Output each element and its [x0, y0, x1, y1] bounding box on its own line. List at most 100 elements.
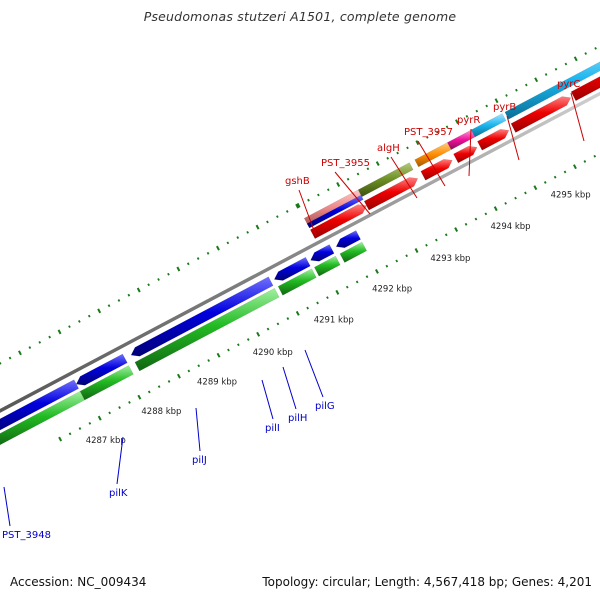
reverse-gene-label: pilH — [288, 413, 307, 424]
inner-scale-tick — [187, 369, 191, 373]
inner-scale-tick — [88, 421, 92, 425]
inner-scale-tick — [286, 317, 290, 321]
inner-scale-tick — [365, 275, 369, 279]
outer-scale-tick — [157, 278, 160, 281]
outer-scale-tick — [136, 287, 141, 293]
outer-scale-tick — [28, 346, 32, 350]
outer-scale-tick — [226, 241, 230, 245]
outer-scale-tick — [48, 335, 51, 339]
forward-cds-arrow — [363, 177, 419, 211]
inner-scale-tick — [108, 411, 111, 415]
forward-cds-arrow — [309, 204, 367, 239]
inner-scale-tick — [563, 170, 567, 174]
inner-scale-tick — [573, 164, 577, 170]
outer-scale-tick — [327, 188, 330, 192]
inner-scale-tick — [553, 175, 557, 179]
label-layer: 4287 kbp 4288 kbp 4289 kbp 4290 kbp 4291 kbp… — [2, 79, 591, 541]
inner-scale-tick — [256, 331, 261, 337]
forward-cds-arrow — [570, 76, 600, 102]
outer-scale-tick — [465, 114, 469, 118]
outer-scale-tick — [176, 266, 181, 272]
forward-gene-label: PST_3955 — [321, 158, 370, 169]
inner-scale-tick — [335, 289, 340, 295]
outer-scale-tick — [554, 67, 558, 71]
inner-scale-tick — [514, 196, 517, 200]
outer-scale-tick — [295, 203, 300, 209]
reverse-leader-line — [195, 407, 201, 452]
inner-scale-tick — [167, 380, 171, 383]
reverse-cog-block — [277, 268, 317, 296]
inner-scale-tick — [177, 373, 181, 379]
outer-scale-tick — [375, 161, 380, 166]
inner-scale-tick — [316, 301, 319, 305]
outer-scale-tick — [127, 293, 131, 297]
forward-leader-line — [506, 115, 520, 161]
reverse-cog-block — [79, 365, 134, 401]
inner-scale-tick — [266, 327, 270, 331]
forward-leader-line — [334, 171, 371, 215]
scale-label: 4289 kbp — [197, 377, 237, 387]
reverse-gene-label: pilG — [315, 401, 335, 412]
outer-scale-tick — [255, 224, 260, 230]
outer-scale-tick — [285, 210, 289, 213]
outer-scale-tick — [196, 257, 200, 260]
outer-scale-tick — [107, 304, 111, 308]
reverse-leader-line — [282, 366, 297, 410]
scale-label: 4288 kbp — [141, 407, 181, 417]
reverse-leader-line — [261, 379, 274, 420]
tick-layer — [0, 46, 597, 442]
forward-gene-label: pyrC — [557, 79, 580, 90]
inner-scale-tick — [276, 322, 280, 326]
forward-cog-block — [306, 194, 364, 229]
outer-scale-tick — [426, 135, 429, 139]
outer-scale-tick — [336, 182, 341, 187]
inner-scale-tick — [68, 432, 72, 436]
outer-scale-tick — [485, 104, 488, 108]
inner-scale-tick — [78, 427, 82, 430]
outer-scale-tick — [236, 236, 240, 240]
inner-scale-tick — [385, 264, 389, 268]
outer-scale-tick — [0, 361, 2, 365]
forward-gene-label: algH — [377, 143, 400, 154]
outer-scale-tick — [206, 251, 210, 255]
outer-scale-tick — [573, 56, 578, 62]
inner-scale-tick — [375, 269, 379, 274]
inner-scale-tick — [543, 181, 547, 184]
outer-scale-tick — [366, 167, 370, 171]
inner-scale-tick — [157, 385, 161, 389]
accession-text: Accession: NC_009434 — [10, 575, 147, 589]
outer-scale-tick — [317, 193, 320, 197]
inner-scale-tick — [227, 348, 230, 352]
outer-scale-tick — [8, 356, 12, 360]
outer-scale-tick — [167, 272, 170, 276]
outer-scale-tick — [415, 140, 420, 146]
inner-scale-tick — [118, 406, 121, 410]
reverse-gene-label: pilJ — [192, 455, 207, 466]
inner-scale-tick — [414, 248, 419, 253]
scale-label: 4295 kbp — [551, 190, 591, 200]
reverse-cds-arrow — [75, 353, 128, 386]
inner-scale-tick — [216, 352, 221, 358]
outer-scale-tick — [356, 172, 360, 176]
outer-scale-tick — [57, 329, 62, 335]
forward-gene-label: pyrB — [493, 102, 516, 113]
forward-gene-label: pyrR — [457, 115, 480, 126]
inner-scale-tick — [425, 243, 428, 247]
outer-scale-tick — [534, 77, 539, 83]
inner-scale-tick — [504, 201, 507, 205]
inner-scale-tick — [435, 238, 438, 242]
inner-scale-tick — [295, 310, 300, 316]
inner-scale-tick — [326, 296, 329, 300]
inner-scale-tick — [524, 191, 527, 195]
outer-scale-tick — [435, 130, 439, 134]
backbone-layer — [0, 91, 600, 413]
outer-scale-tick — [445, 125, 449, 129]
inner-scale-tick — [58, 436, 63, 442]
outer-scale-tick — [266, 220, 269, 224]
outer-scale-tick — [307, 198, 310, 202]
forward-cds-arrow — [477, 128, 510, 151]
forward-cog-block — [470, 113, 507, 138]
outer-scale-tick — [186, 262, 190, 266]
outer-scale-tick — [87, 314, 91, 318]
outer-scale-tick — [455, 119, 459, 125]
